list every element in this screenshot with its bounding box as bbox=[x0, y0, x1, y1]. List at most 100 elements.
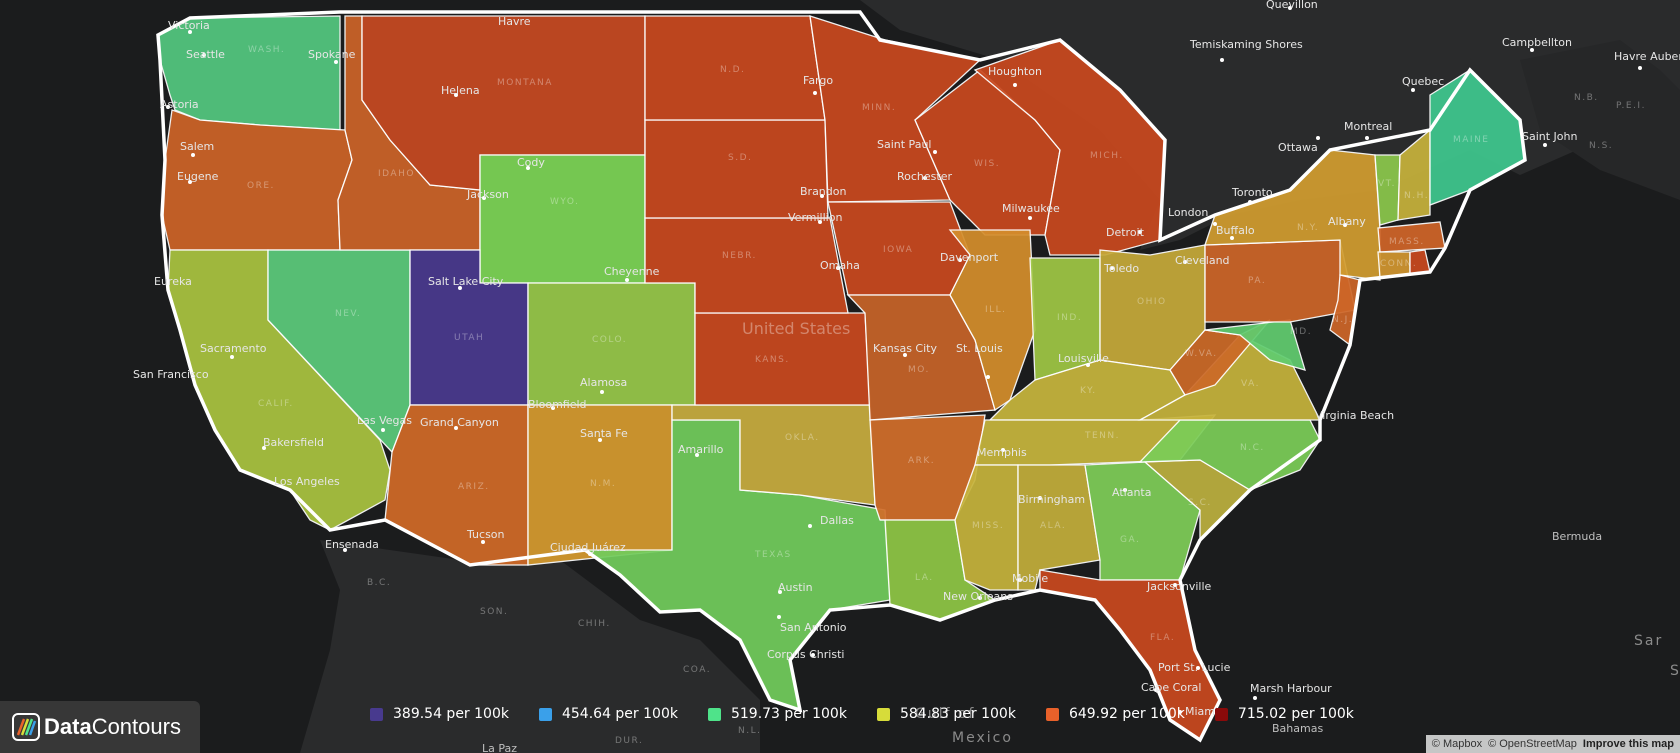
osm-attribution-link[interactable]: © OpenStreetMap bbox=[1488, 738, 1577, 750]
state-abbr: GA. bbox=[1120, 535, 1140, 545]
state-abbr: N.C. bbox=[1240, 443, 1265, 453]
svg-text:Havre Aubert Island: Havre Aubert Island bbox=[1614, 50, 1680, 63]
state-abbr: MISS. bbox=[972, 521, 1004, 531]
city-marker: Cody bbox=[517, 156, 545, 170]
city-marker: Helena bbox=[441, 84, 480, 97]
svg-text:Cheyenne: Cheyenne bbox=[604, 265, 660, 278]
state-abbr: MD. bbox=[1290, 327, 1312, 337]
city-marker: Eureka bbox=[154, 275, 192, 288]
state-abbr: S.D. bbox=[728, 153, 752, 163]
city-marker: Albany bbox=[1328, 215, 1366, 228]
city-marker: Buffalo bbox=[1216, 224, 1255, 240]
city-marker: Salem bbox=[180, 140, 214, 157]
state-abbr: NEBR. bbox=[722, 251, 757, 261]
svg-text:Marsh Harbour: Marsh Harbour bbox=[1250, 682, 1332, 695]
state-abbr: N.B. bbox=[1574, 93, 1599, 103]
brand-logo[interactable]: DataContours bbox=[0, 701, 200, 753]
improve-map-link[interactable]: Improve this map bbox=[1582, 738, 1674, 750]
legend-swatch bbox=[538, 707, 552, 721]
svg-text:S: S bbox=[1670, 663, 1680, 679]
state-regions[interactable] bbox=[157, 15, 1526, 741]
svg-text:La Paz: La Paz bbox=[482, 742, 517, 753]
state-abbr: KANS. bbox=[755, 355, 790, 365]
city-marker: Ottawa bbox=[1278, 136, 1320, 154]
state-abbr: VA. bbox=[1241, 379, 1260, 389]
city-marker: Amarillo bbox=[678, 443, 724, 457]
state-new-hampshire bbox=[1397, 128, 1431, 221]
state-abbreviation-labels: WASH. ORE. CALIF. NEV. IDAHO MONTANA WYO… bbox=[247, 45, 1646, 746]
state-abbr: ORE. bbox=[247, 181, 275, 191]
svg-text:Atlanta: Atlanta bbox=[1112, 486, 1151, 499]
svg-text:Tucson: Tucson bbox=[466, 528, 505, 541]
state-abbr: COLO. bbox=[592, 335, 627, 345]
state-abbr: N.D. bbox=[720, 65, 745, 75]
city-marker: Toronto bbox=[1231, 186, 1273, 204]
svg-text:Las Vegas: Las Vegas bbox=[357, 414, 412, 427]
svg-text:Bermuda: Bermuda bbox=[1552, 530, 1602, 543]
svg-text:Port St. Lucie: Port St. Lucie bbox=[1158, 661, 1231, 674]
state-abbr: UTAH bbox=[454, 333, 484, 343]
svg-text:Victoria: Victoria bbox=[168, 19, 210, 32]
city-marker: Salt Lake City bbox=[428, 275, 504, 290]
mapbox-attribution-link[interactable]: © Mapbox bbox=[1431, 738, 1483, 750]
city-marker: Jacksonville bbox=[1146, 580, 1212, 593]
state-abbr: MASS. bbox=[1389, 237, 1425, 247]
city-marker: Alamosa bbox=[580, 376, 627, 394]
state-abbr: MAINE bbox=[1453, 135, 1490, 145]
city-marker: San Antonio bbox=[777, 615, 847, 634]
svg-text:Mexico: Mexico bbox=[952, 730, 1013, 746]
city-marker: Corpus Christi bbox=[767, 648, 844, 661]
city-marker: Cheyenne bbox=[604, 265, 660, 282]
city-marker: Eugene bbox=[177, 170, 219, 184]
state-wyoming bbox=[479, 154, 646, 284]
state-abbr: ILL. bbox=[985, 305, 1007, 315]
state-abbr: TENN. bbox=[1084, 431, 1120, 441]
state-abbr: WASH. bbox=[248, 45, 285, 55]
city-marker: Cleveland bbox=[1175, 254, 1230, 267]
legend-label: 649.92 per 100k bbox=[1068, 706, 1185, 722]
svg-text:Miami: Miami bbox=[1185, 705, 1218, 718]
contours-logo-icon bbox=[12, 713, 40, 741]
svg-text:Rochester: Rochester bbox=[897, 170, 952, 183]
state-abbr: WIS. bbox=[974, 159, 1000, 169]
svg-text:Austin: Austin bbox=[778, 581, 813, 594]
legend-label: 715.02 per 100k bbox=[1237, 706, 1354, 722]
state-abbr: N.M. bbox=[590, 479, 616, 489]
svg-text:Bakersfield: Bakersfield bbox=[263, 436, 324, 449]
svg-text:Los Angeles: Los Angeles bbox=[274, 475, 340, 488]
city-marker: Ciudad Juárez bbox=[550, 541, 626, 556]
svg-text:Amarillo: Amarillo bbox=[678, 443, 724, 456]
city-marker: Bakersfield bbox=[262, 436, 324, 450]
city-marker: Virginia Beach bbox=[1315, 409, 1394, 422]
svg-text:Louisville: Louisville bbox=[1058, 352, 1109, 365]
state-abbr: MONTANA bbox=[497, 78, 553, 88]
city-marker: Montreal bbox=[1344, 120, 1392, 140]
svg-text:Kansas City: Kansas City bbox=[873, 342, 937, 355]
city-marker: Birmingham bbox=[1018, 493, 1085, 506]
city-marker: Austin bbox=[778, 581, 813, 594]
city-marker: Ensenada bbox=[325, 538, 379, 552]
state-abbr: N.S. bbox=[1589, 141, 1613, 151]
svg-text:Eugene: Eugene bbox=[177, 170, 219, 183]
state-south-dakota bbox=[644, 119, 829, 219]
state-abbr: N.Y. bbox=[1297, 223, 1319, 233]
state-abbr: P.E.I. bbox=[1616, 101, 1646, 111]
city-marker: La Paz bbox=[482, 742, 517, 753]
city-marker: Houghton bbox=[988, 65, 1042, 87]
svg-text:Quevillon: Quevillon bbox=[1266, 0, 1318, 11]
svg-text:Alamosa: Alamosa bbox=[580, 376, 627, 389]
svg-text:Sar: Sar bbox=[1634, 633, 1663, 649]
city-marker: Omaha bbox=[820, 259, 860, 272]
svg-text:Astoria: Astoria bbox=[160, 98, 199, 111]
svg-text:Toronto: Toronto bbox=[1231, 186, 1273, 199]
country-outline bbox=[156, 10, 1527, 743]
state-abbr: B.C. bbox=[367, 578, 391, 588]
svg-text:Montreal: Montreal bbox=[1344, 120, 1392, 133]
svg-text:Omaha: Omaha bbox=[820, 259, 860, 272]
city-marker: Tucson bbox=[466, 528, 505, 544]
svg-text:Milwaukee: Milwaukee bbox=[1002, 202, 1060, 215]
city-marker: London bbox=[1168, 206, 1217, 226]
svg-text:Sacramento: Sacramento bbox=[200, 342, 267, 355]
